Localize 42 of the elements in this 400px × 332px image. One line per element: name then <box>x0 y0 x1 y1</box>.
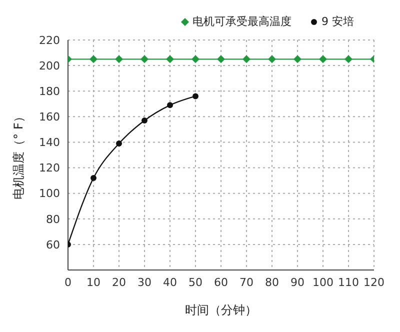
legend-label: 9 安培 <box>322 14 354 29</box>
point <box>268 55 276 64</box>
y-tick-label: 80 <box>46 212 60 226</box>
x-tick-label: 50 <box>188 276 202 289</box>
x-tick-label: 20 <box>112 276 126 289</box>
y-tick-label: 60 <box>46 238 60 252</box>
x-axis-title: 时间（分钟） <box>185 303 257 317</box>
x-tick-label: 110 <box>338 276 359 289</box>
x-tick-label: 100 <box>312 276 334 289</box>
point <box>166 55 174 64</box>
point <box>344 55 352 64</box>
x-tick-label: 60 <box>214 276 228 289</box>
point <box>294 55 302 64</box>
point <box>90 55 98 64</box>
point <box>192 55 200 64</box>
point <box>242 55 250 64</box>
x-tick-label: 70 <box>240 276 254 289</box>
x-tick-label: 30 <box>138 276 152 289</box>
y-tick-label: 180 <box>39 85 60 98</box>
x-tick-label: 80 <box>265 276 279 289</box>
y-tick-label: 160 <box>39 110 60 124</box>
point <box>192 93 198 100</box>
x-tick-label: 90 <box>290 276 304 289</box>
x-tick-label: 40 <box>163 276 177 289</box>
y-tick-label: 220 <box>39 34 60 47</box>
point <box>319 55 327 64</box>
y-tick-label: 120 <box>39 162 60 175</box>
point <box>116 140 122 146</box>
point <box>140 55 148 64</box>
y-tick-label: 140 <box>39 136 60 150</box>
point <box>167 102 173 108</box>
point <box>142 118 148 124</box>
x-tick-label: 120 <box>364 276 384 289</box>
y-tick-label: 200 <box>39 59 60 72</box>
y-axis-title: 电机温度（° F） <box>11 110 26 200</box>
x-tick-label: 10 <box>86 276 100 289</box>
point <box>90 175 96 181</box>
point <box>115 55 123 64</box>
x-tick-label: 0 <box>64 276 72 289</box>
point <box>217 55 225 64</box>
y-tick-label: 100 <box>39 187 60 200</box>
legend-label: 电机可承受最高温度 <box>192 14 292 29</box>
